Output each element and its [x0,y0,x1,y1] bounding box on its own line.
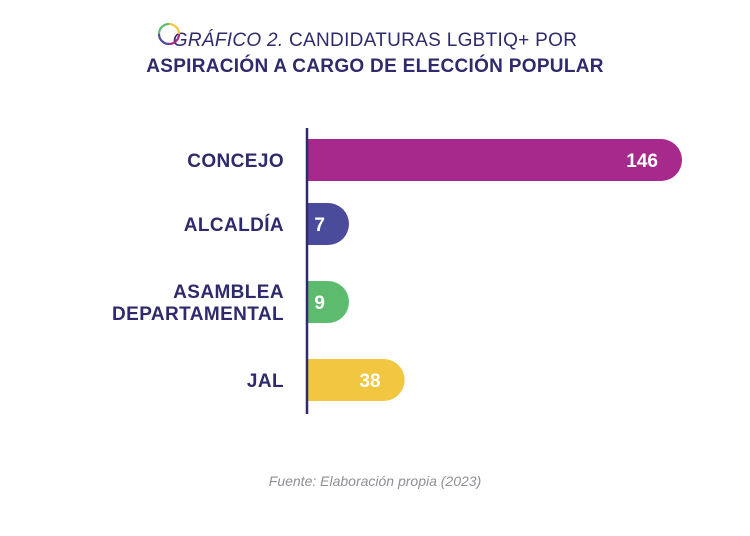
category-label-1: ALCALDÍA [184,214,284,236]
title-line-1: GRÁFICO 2. CANDIDATURAS LGBTIQ+ POR [157,22,578,54]
category-label-0: CONCEJO [187,151,284,172]
chart-title: GRÁFICO 2. CANDIDATURAS LGBTIQ+ POR ASPI… [0,22,750,80]
category-label-2-1: DEPARTAMENTAL [112,304,284,325]
title-line1-rest: CANDIDATURAS LGBTIQ+ POR [283,30,578,51]
value-label-0: 146 [626,151,658,172]
title-line-2: ASPIRACIÓN A CARGO DE ELECCIÓN POPULAR [146,56,604,77]
bar-2 [307,281,349,323]
category-label-3: JAL [247,371,284,392]
value-label-1: 7 [314,215,325,236]
source-note: Fuente: Elaboración propia (2023) [268,473,482,489]
category-label-2-0: ASAMBLEA [173,282,284,303]
value-label-2: 9 [314,293,325,314]
bar-3 [307,359,405,401]
bar-0 [307,139,682,181]
title-prefix: GRÁFICO 2. [172,30,284,51]
logo-ring-icon [157,22,180,46]
bar-1 [307,203,349,245]
value-label-3: 38 [359,371,380,392]
